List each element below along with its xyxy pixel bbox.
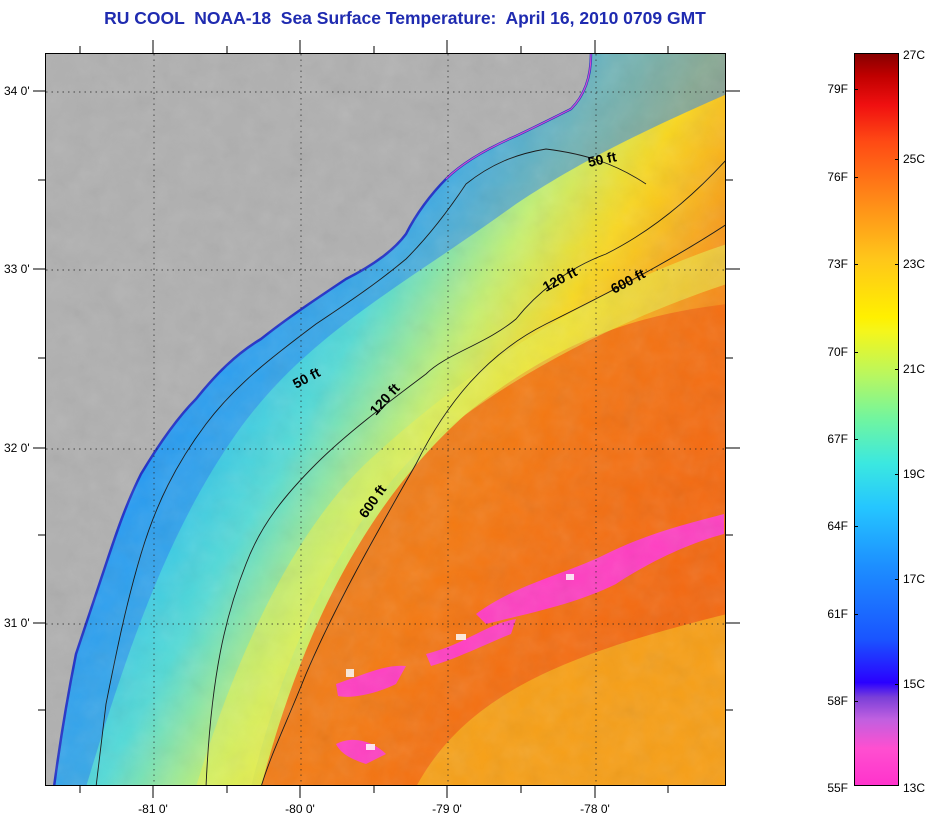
colorbar-f-label: 58F	[827, 694, 848, 708]
map-title: RU COOL NOAA-18 Sea Surface Temperature:…	[104, 8, 706, 28]
colorbar-c-label: 19C	[903, 467, 926, 481]
colorbar-tick	[854, 264, 858, 265]
sst-map[interactable]: 50 ft 50 ft 120 ft 120 ft 600 ft 600 ft	[45, 53, 726, 786]
colorbar-tick	[895, 159, 899, 160]
colorbar-tick	[854, 177, 858, 178]
colorbar-f-label: 70F	[827, 345, 848, 359]
colorbar-c-label: 25C	[903, 152, 926, 166]
colorbar-tick	[854, 614, 858, 615]
colorbar-c-label: 13C	[903, 781, 926, 795]
lon-label-79: -79 0'	[432, 802, 462, 816]
colorbar-tick	[854, 701, 858, 702]
lat-label-34: 34 0'	[4, 84, 30, 98]
colorbar-tick	[895, 474, 899, 475]
colorbar-f-label: 67F	[827, 432, 848, 446]
temperature-colorbar	[854, 53, 899, 786]
isobath-label-50ft-north: 50 ft	[586, 148, 618, 170]
colorbar-f-label: 79F	[827, 82, 848, 96]
colorbar-tick	[895, 684, 899, 685]
colorbar-c-label: 15C	[903, 677, 926, 691]
colorbar-tick	[854, 352, 858, 353]
colorbar-tick	[895, 264, 899, 265]
colorbar-tick	[895, 369, 899, 370]
colorbar-c-label: 23C	[903, 257, 926, 271]
colorbar-f-label: 61F	[827, 607, 848, 621]
graticule	[46, 54, 725, 785]
colorbar-f-label: 55F	[827, 781, 848, 795]
colorbar-tick	[854, 89, 858, 90]
lon-label-81: -81 0'	[138, 802, 168, 816]
lat-label-33: 33 0'	[4, 262, 30, 276]
colorbar-f-label: 64F	[827, 519, 848, 533]
colorbar-tick	[895, 579, 899, 580]
colorbar-tick	[854, 526, 858, 527]
colorbar-c-label: 17C	[903, 572, 926, 586]
colorbar-f-label: 73F	[827, 257, 848, 271]
lat-label-32: 32 0'	[4, 441, 30, 455]
lat-label-31: 31 0'	[4, 616, 30, 630]
axis-ticks	[33, 40, 740, 798]
lon-label-80: -80 0'	[285, 802, 315, 816]
lon-label-78: -78 0'	[580, 802, 610, 816]
colorbar-tick	[854, 439, 858, 440]
colorbar-c-label: 21C	[903, 362, 926, 376]
colorbar-c-label: 27C	[903, 48, 926, 62]
colorbar-f-label: 76F	[827, 170, 848, 184]
